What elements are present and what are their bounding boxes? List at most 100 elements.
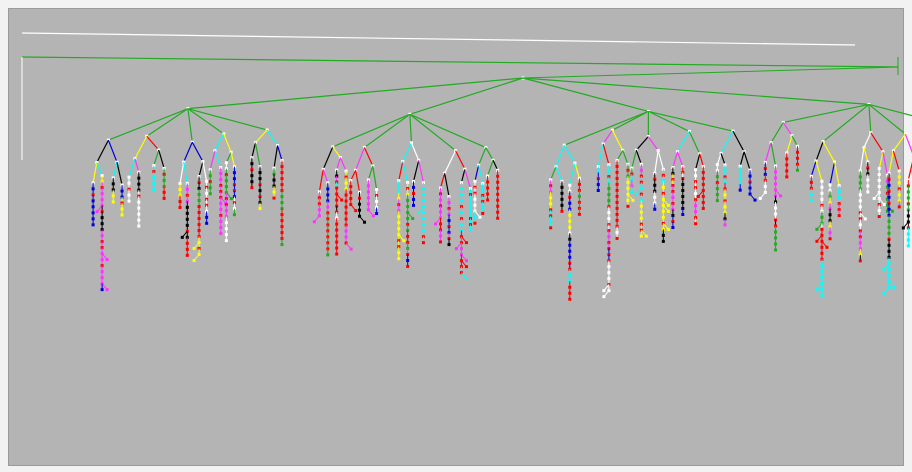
node bbox=[137, 225, 140, 228]
edge bbox=[486, 148, 493, 161]
edge bbox=[677, 152, 682, 167]
edge bbox=[860, 147, 864, 170]
node bbox=[225, 239, 228, 242]
node bbox=[815, 288, 818, 291]
edge bbox=[864, 147, 868, 161]
node bbox=[473, 222, 476, 225]
node bbox=[640, 235, 643, 238]
edge bbox=[188, 78, 523, 109]
edge bbox=[493, 160, 498, 170]
node bbox=[101, 288, 104, 291]
node bbox=[779, 194, 782, 197]
node bbox=[127, 200, 130, 203]
edge bbox=[717, 153, 721, 164]
node bbox=[671, 226, 674, 229]
node bbox=[667, 204, 670, 207]
edge bbox=[823, 142, 834, 163]
edge bbox=[696, 154, 700, 170]
edge bbox=[864, 133, 871, 148]
edge bbox=[184, 162, 188, 183]
edge bbox=[267, 130, 277, 146]
edge bbox=[226, 152, 231, 162]
node bbox=[810, 199, 813, 202]
edge bbox=[655, 150, 658, 173]
node bbox=[785, 175, 788, 178]
edge bbox=[368, 166, 372, 180]
edge bbox=[733, 131, 744, 152]
node bbox=[796, 169, 799, 172]
edge bbox=[323, 169, 328, 183]
node bbox=[402, 239, 405, 242]
edge bbox=[816, 142, 823, 161]
node bbox=[412, 204, 415, 207]
edge bbox=[648, 111, 689, 131]
edge bbox=[231, 152, 234, 166]
window bbox=[0, 0, 912, 472]
edge bbox=[632, 150, 636, 168]
edge bbox=[556, 167, 562, 182]
node bbox=[439, 240, 442, 243]
node bbox=[363, 221, 366, 224]
node bbox=[754, 199, 757, 202]
node bbox=[219, 232, 222, 235]
node bbox=[694, 222, 697, 225]
edge bbox=[445, 151, 456, 174]
node bbox=[697, 195, 700, 198]
node bbox=[815, 228, 818, 231]
node bbox=[864, 217, 867, 220]
node bbox=[681, 213, 684, 216]
edge bbox=[816, 161, 822, 181]
edge bbox=[479, 148, 486, 166]
edge bbox=[199, 162, 203, 177]
node bbox=[820, 294, 823, 297]
edge bbox=[570, 163, 575, 185]
tree-diagram bbox=[0, 0, 912, 472]
node bbox=[152, 188, 155, 191]
edge bbox=[883, 152, 887, 175]
edge bbox=[551, 167, 556, 180]
node bbox=[181, 236, 184, 239]
node bbox=[667, 210, 670, 213]
edge bbox=[465, 169, 471, 188]
edge bbox=[908, 156, 912, 180]
edge bbox=[97, 140, 109, 162]
node bbox=[602, 289, 605, 292]
node bbox=[465, 259, 468, 262]
edge bbox=[224, 134, 231, 152]
edge bbox=[274, 145, 278, 168]
node bbox=[902, 226, 905, 229]
edge bbox=[135, 159, 139, 172]
node bbox=[209, 192, 212, 195]
node bbox=[662, 240, 665, 243]
node bbox=[96, 210, 99, 213]
node bbox=[179, 206, 182, 209]
edge bbox=[823, 104, 869, 141]
node bbox=[340, 199, 343, 202]
node bbox=[759, 197, 762, 200]
node bbox=[193, 247, 196, 250]
node bbox=[723, 223, 726, 226]
edge bbox=[215, 151, 221, 168]
node bbox=[259, 207, 262, 210]
node bbox=[112, 200, 115, 203]
edge bbox=[636, 150, 641, 164]
edge bbox=[180, 162, 184, 184]
edge bbox=[879, 152, 883, 169]
node bbox=[326, 253, 329, 256]
node bbox=[233, 213, 236, 216]
edge bbox=[323, 147, 333, 169]
node bbox=[106, 288, 109, 291]
edge bbox=[623, 150, 628, 164]
node bbox=[838, 214, 841, 217]
node bbox=[121, 214, 124, 217]
edge bbox=[792, 136, 797, 147]
edge bbox=[278, 145, 282, 160]
edge bbox=[154, 150, 159, 166]
edge bbox=[835, 162, 840, 186]
node bbox=[635, 193, 638, 196]
edge bbox=[744, 152, 750, 170]
node bbox=[774, 248, 777, 251]
edge bbox=[612, 111, 648, 130]
node bbox=[616, 237, 619, 240]
edge bbox=[612, 130, 622, 150]
